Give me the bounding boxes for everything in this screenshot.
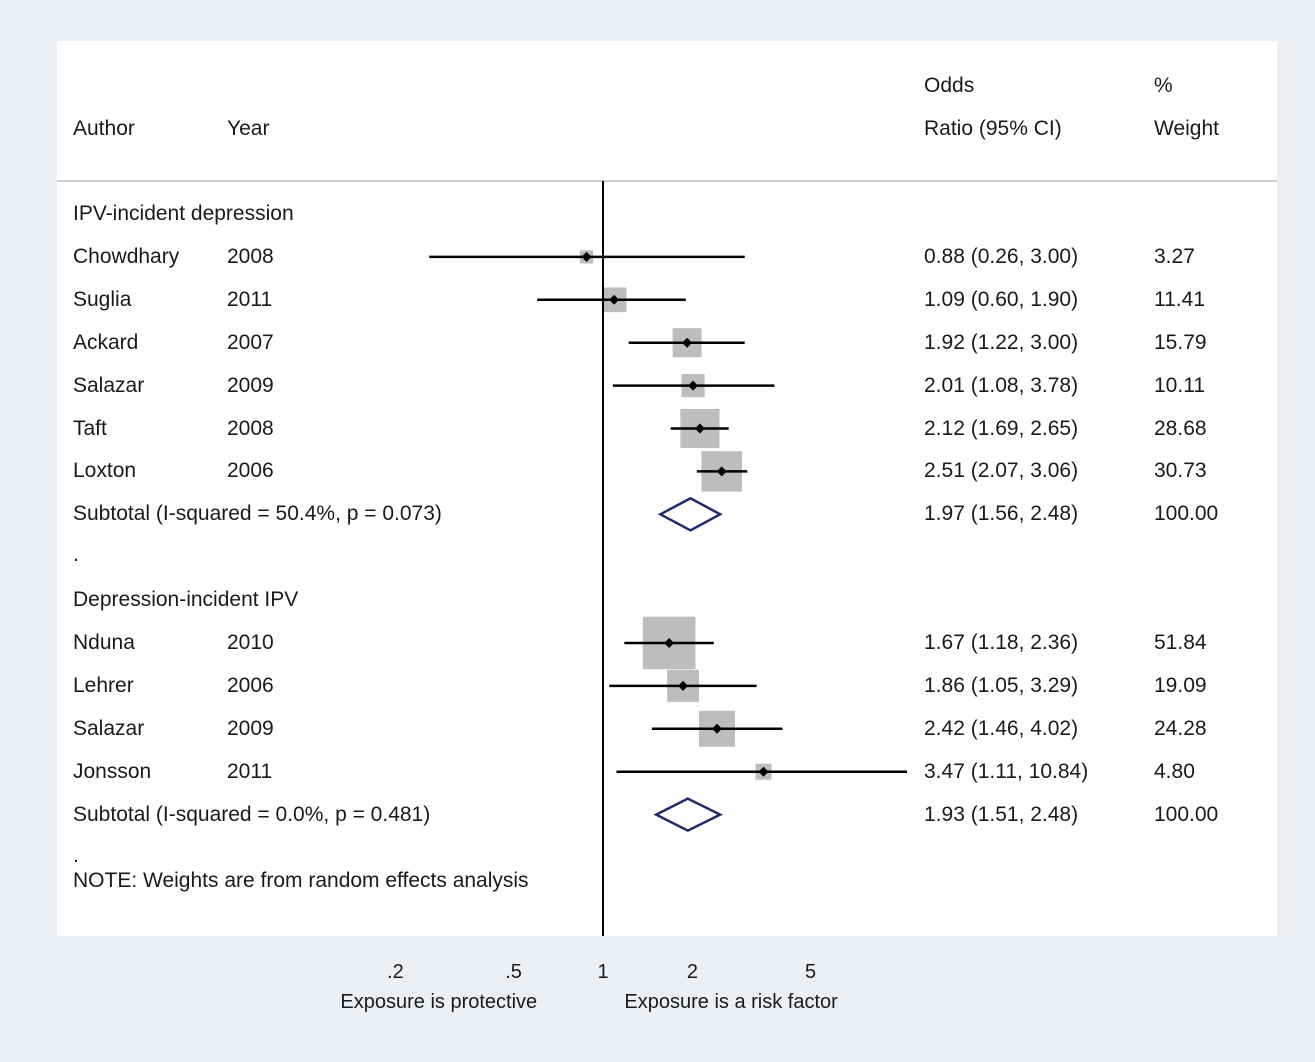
study-year: 2010 bbox=[227, 631, 274, 654]
point-estimate bbox=[758, 766, 769, 777]
plot-panel: Author Year Odds Ratio (95% CI) % Weight… bbox=[57, 41, 1277, 1013]
point-estimate bbox=[609, 294, 620, 305]
x-label-right: Exposure is a risk factor bbox=[624, 991, 838, 1013]
study-ci-text: 3.47 (1.11, 10.84) bbox=[924, 759, 1089, 783]
x-tick-label: .5 bbox=[505, 961, 522, 983]
study-weight-text: 24.28 bbox=[1154, 716, 1207, 740]
header-weight-line2: Weight bbox=[1154, 117, 1219, 140]
study-author: Loxton bbox=[73, 459, 137, 483]
study-year: 2011 bbox=[227, 287, 273, 311]
study-author: Salazar bbox=[73, 716, 145, 740]
study-year: 2007 bbox=[227, 330, 274, 354]
study-year: 2006 bbox=[227, 673, 274, 697]
study-year: 2009 bbox=[227, 373, 274, 397]
study-ci-text: 1.09 (0.60, 1.90) bbox=[924, 287, 1079, 311]
study-ci-text: 0.88 (0.26, 3.00) bbox=[924, 244, 1079, 268]
study-weight-text: 11.41 bbox=[1154, 287, 1205, 311]
subtotal-label: Subtotal (I-squared = 0.0%, p = 0.481) bbox=[73, 802, 431, 826]
study-author: Ackard bbox=[73, 330, 139, 354]
x-tick-label: 5 bbox=[805, 961, 817, 983]
point-estimate bbox=[716, 466, 727, 477]
study-weight-text: 15.79 bbox=[1154, 330, 1207, 354]
study-year: 2011 bbox=[227, 759, 273, 783]
study-ci-text: 1.86 (1.05, 3.29) bbox=[924, 673, 1079, 697]
point-estimate bbox=[678, 680, 689, 691]
study-weight-text: 19.09 bbox=[1154, 673, 1207, 697]
study-author: Jonsson bbox=[73, 759, 152, 783]
study-weight-text: 51.84 bbox=[1154, 631, 1207, 654]
study-weight-text: 10.11 bbox=[1154, 373, 1205, 397]
study-author: Lehrer bbox=[73, 673, 134, 697]
study-author: Chowdhary bbox=[73, 244, 180, 268]
study-weight-text: 30.73 bbox=[1154, 459, 1207, 483]
point-estimate bbox=[682, 337, 693, 348]
study-year: 2006 bbox=[227, 459, 274, 483]
separator-dot: . bbox=[73, 843, 79, 867]
study-ci-text: 2.01 (1.08, 3.78) bbox=[924, 373, 1079, 397]
point-estimate bbox=[688, 380, 699, 391]
header-author: Author bbox=[73, 117, 135, 140]
separator-dot: . bbox=[73, 543, 79, 567]
point-estimate bbox=[664, 638, 675, 648]
group-label: IPV-incident depression bbox=[73, 202, 294, 225]
point-estimate bbox=[694, 423, 705, 434]
header-or-line1: Odds bbox=[924, 74, 975, 97]
x-tick-label: .2 bbox=[387, 961, 404, 983]
x-tick-label: 1 bbox=[597, 961, 609, 983]
x-label-left: Exposure is protective bbox=[340, 991, 538, 1013]
study-author: Salazar bbox=[73, 373, 145, 397]
study-weight-text: 4.80 bbox=[1154, 759, 1195, 783]
subtotal-weight-text: 100.00 bbox=[1154, 802, 1219, 826]
x-tick-label: 2 bbox=[686, 961, 698, 983]
study-weight-text: 3.27 bbox=[1154, 244, 1195, 268]
study-ci-text: 1.67 (1.18, 2.36) bbox=[924, 631, 1079, 654]
header-weight-line1: % bbox=[1154, 74, 1173, 97]
study-weight-text: 28.68 bbox=[1154, 416, 1207, 440]
study-ci-text: 2.12 (1.69, 2.65) bbox=[924, 416, 1079, 440]
group-label: Depression-incident IPV bbox=[73, 588, 299, 612]
study-year: 2009 bbox=[227, 716, 274, 740]
study-year: 2008 bbox=[227, 416, 274, 440]
study-ci-text: 2.51 (2.07, 3.06) bbox=[924, 459, 1079, 483]
point-estimate bbox=[581, 251, 592, 262]
header-year: Year bbox=[227, 117, 270, 140]
subtotal-diamond bbox=[657, 496, 723, 532]
study-author: Suglia bbox=[73, 287, 132, 311]
study-author: Nduna bbox=[73, 631, 135, 654]
point-estimate bbox=[711, 723, 722, 734]
subtotal-weight-text: 100.00 bbox=[1154, 502, 1219, 526]
subtotal-diamond bbox=[653, 797, 723, 832]
header-or-line2: Ratio (95% CI) bbox=[924, 117, 1062, 140]
subtotal-label: Subtotal (I-squared = 50.4%, p = 0.073) bbox=[73, 502, 442, 526]
study-ci-text: 2.42 (1.46, 4.02) bbox=[924, 716, 1079, 740]
study-ci-text: 1.92 (1.22, 3.00) bbox=[924, 330, 1079, 354]
subtotal-ci-text: 1.93 (1.51, 2.48) bbox=[924, 802, 1079, 826]
note-text: NOTE: Weights are from random effects an… bbox=[73, 868, 529, 892]
study-author: Taft bbox=[73, 416, 107, 440]
subtotal-ci-text: 1.97 (1.56, 2.48) bbox=[924, 502, 1079, 526]
forest-plot bbox=[57, 180, 1277, 936]
study-year: 2008 bbox=[227, 244, 274, 268]
